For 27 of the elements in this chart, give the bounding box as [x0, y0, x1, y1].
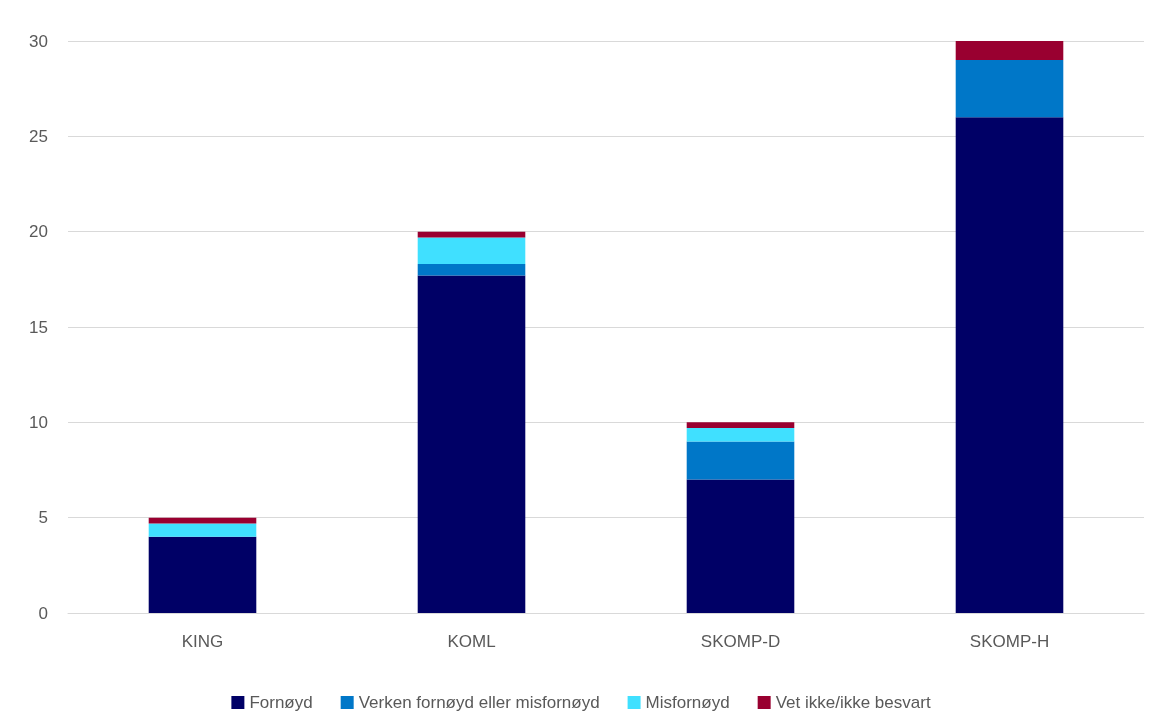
bar [686, 422, 795, 429]
bar [955, 60, 1064, 118]
bar [955, 117, 1064, 613]
bar [686, 441, 795, 480]
y-tick-label: 25 [29, 126, 48, 146]
y-tick-label: 15 [29, 317, 48, 337]
bar [955, 41, 1064, 61]
bar [686, 428, 795, 442]
bar [686, 479, 795, 613]
x-tick-label: SKOMP-H [969, 632, 1050, 651]
bar [417, 275, 526, 613]
bar [148, 536, 257, 613]
x-tick-label: KING [181, 632, 224, 651]
y-tick-label: 0 [38, 603, 48, 623]
bar [148, 523, 257, 537]
bar [417, 237, 526, 265]
y-tick-label: 20 [29, 222, 48, 242]
legend-label: Misfornøyd [645, 693, 730, 712]
bar [417, 264, 526, 276]
y-tick-label: 5 [38, 508, 48, 528]
x-tick-label: SKOMP-D [700, 632, 781, 651]
x-tick-label: KOML [447, 632, 496, 651]
y-tick-label: 10 [29, 412, 48, 432]
legend-label: Fornøyd [249, 693, 313, 712]
legend-label: Verken fornøyd eller misfornøyd [358, 693, 600, 712]
y-tick-label: 30 [29, 31, 48, 51]
legend-label: Vet ikke/ikke besvart [775, 693, 931, 712]
